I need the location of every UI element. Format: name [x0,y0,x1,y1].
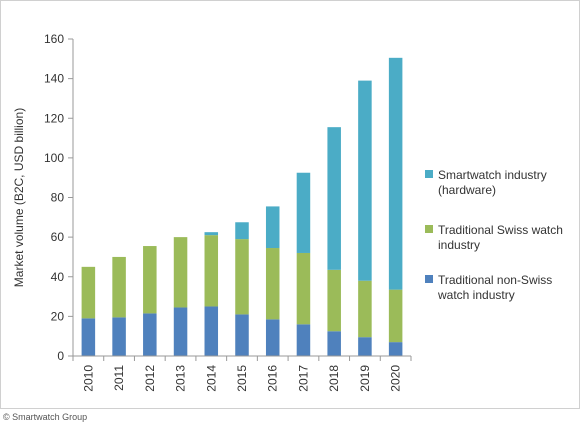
bar-2011-series-2 [112,256,126,318]
bar-2018-series-2 [327,269,341,332]
bar-2013-series-2 [173,237,188,308]
bar-2010-series-1 [81,318,96,356]
legend-swatch [425,170,433,178]
bar-2020-series-3 [388,57,403,290]
bar-2012-series-2 [143,246,157,314]
y-axis-title: Market volume (B2C, USD billion) [12,108,26,287]
bar-2020-series-1 [388,342,403,356]
bar-2019-series-2 [358,280,372,338]
bar-2015-series-3 [235,222,249,240]
y-tick-label: 120 [44,111,64,125]
bar-2015-series-2 [235,239,249,315]
x-tick-label: 2020 [389,365,403,392]
bar-2016-series-1 [265,319,280,356]
legend-swatch [425,225,433,233]
bar-2017-series-3 [296,172,311,253]
y-tick-label: 0 [57,349,64,363]
legend-label: (hardware) [438,183,496,197]
x-tick-label: 2019 [358,365,372,392]
bar-2017-series-2 [296,252,311,325]
legend-swatch [425,275,433,283]
x-tick-label: 2012 [143,365,157,392]
bar-2013-series-1 [173,307,188,356]
bar-2016-series-3 [265,206,280,249]
legend-label: Traditional Swiss watch [438,223,563,237]
bar-2010-series-2 [81,266,96,319]
x-axis-ticks: 2010 2011 2012 2013 2014 2015 2016 2017 2018 2019… [72,356,412,392]
stacked-bar-chart: Market volume (B2C, USD billion) 0 20 40 60… [12,32,563,392]
bar-2014-series-3 [204,232,219,236]
x-tick-label: 2015 [235,365,249,392]
bar-2016-series-2 [265,248,280,320]
x-tick-label: 2016 [266,365,280,392]
bar-2014-series-2 [204,235,219,307]
bar-2018-series-3 [327,127,341,270]
y-tick-label: 60 [51,230,65,244]
legend-label: industry [438,238,480,252]
bar-2011-series-1 [112,317,126,356]
bar-2012-series-1 [143,313,157,356]
x-tick-label: 2018 [327,365,341,392]
bars [81,57,403,356]
bar-2017-series-1 [296,324,311,356]
bar-2020-series-2 [388,289,403,343]
chart-frame: Market volume (B2C, USD billion) 0 20 40 60… [0,0,580,409]
y-tick-label: 140 [44,72,64,86]
bar-2018-series-1 [327,331,341,356]
bar-2019-series-1 [358,337,372,356]
y-tick-label: 40 [51,270,65,284]
bar-2015-series-1 [235,314,249,356]
x-tick-label: 2013 [174,365,188,392]
x-tick-label: 2011 [112,365,126,391]
legend: Smartwatch industry(hardware) Traditional… [425,168,563,302]
y-tick-label: 100 [44,151,64,165]
x-tick-label: 2010 [81,365,95,392]
y-tick-label: 160 [44,32,64,46]
y-axis-label: Market volume (B2C, USD billion) [12,108,26,287]
bar-2014-series-1 [204,306,219,356]
bar-2019-series-3 [358,80,372,281]
x-tick-label: 2014 [204,365,218,392]
x-tick-label: 2017 [296,365,310,392]
y-tick-label: 80 [51,191,65,205]
axes [72,39,411,357]
copyright-footer: © Smartwatch Group [3,412,88,422]
y-tick-label: 20 [51,309,65,323]
legend-label: watch industry [437,288,515,302]
legend-label: Traditional non-Swiss [438,273,552,287]
legend-label: Smartwatch industry [438,168,547,182]
y-axis-ticks: 0 20 40 60 80 100 120 140 160 [44,32,73,363]
